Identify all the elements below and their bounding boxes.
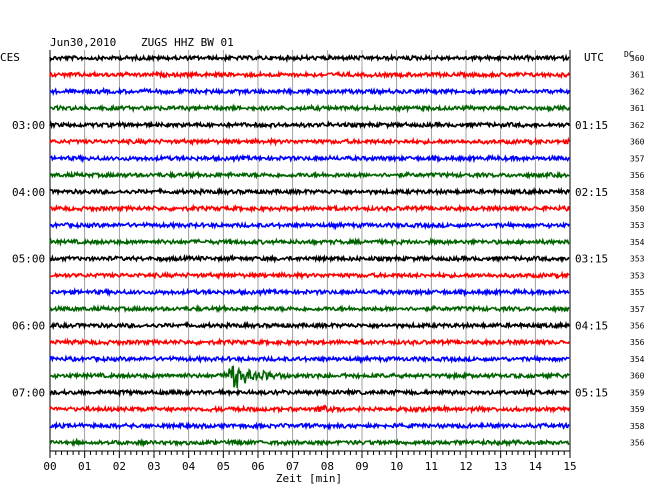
- left-time-label: 03:00: [12, 119, 45, 132]
- seismic-trace-11: [49, 237, 570, 247]
- seismic-trace-22: [49, 420, 570, 431]
- left-zone-label: CES: [0, 51, 20, 64]
- x-tick-label: 07: [286, 460, 299, 473]
- dc-value-1: 361: [630, 71, 645, 80]
- seismic-trace-19: [49, 365, 570, 389]
- right-zone-label: UTC: [584, 51, 604, 64]
- header-date: Jun30,2010: [50, 36, 116, 49]
- dc-value-2: 362: [630, 87, 645, 96]
- seismic-trace-21: [49, 403, 570, 415]
- dc-value-17: 356: [630, 338, 645, 347]
- x-tick-label: 01: [78, 460, 91, 473]
- seismic-trace-13: [49, 270, 570, 281]
- seismic-trace-18: [49, 354, 570, 365]
- trace-labels: 360 361 362 361 362 360 357 356 358 350 353 354 353 3…: [12, 54, 645, 448]
- x-tick-label: 12: [459, 460, 472, 473]
- dc-value-8: 358: [630, 188, 645, 197]
- dc-value-11: 354: [630, 238, 645, 247]
- x-tick-label: 02: [113, 460, 126, 473]
- dc-value-15: 357: [630, 305, 645, 314]
- x-tick-label: 00: [43, 460, 56, 473]
- time-grid: [49, 50, 571, 451]
- x-axis-title: Zeit [min]: [276, 472, 342, 485]
- dc-value-19: 360: [630, 372, 645, 381]
- x-tick-label: 15: [563, 460, 576, 473]
- dc-value-3: 361: [630, 104, 645, 113]
- dc-value-14: 355: [630, 288, 645, 297]
- dc-value-21: 359: [630, 405, 645, 414]
- dc-value-7: 356: [630, 171, 645, 180]
- seismic-trace-4: [49, 119, 570, 130]
- seismic-trace-17: [49, 337, 570, 348]
- dc-label: DC: [624, 50, 634, 59]
- seismic-trace-5: [49, 136, 570, 147]
- dc-value-4: 362: [630, 121, 645, 130]
- dc-value-20: 359: [630, 388, 645, 397]
- x-tick-label: 09: [355, 460, 368, 473]
- right-time-label: 05:15: [575, 386, 608, 399]
- dc-value-12: 353: [630, 255, 645, 264]
- x-tick-label: 11: [425, 460, 438, 473]
- left-time-label: 06:00: [12, 320, 45, 333]
- seismic-trace-12: [49, 253, 570, 264]
- x-tick-label: 08: [321, 460, 334, 473]
- seismic-trace-7: [49, 170, 570, 180]
- dc-value-13: 353: [630, 271, 645, 280]
- right-time-label: 03:15: [575, 253, 608, 266]
- left-time-label: 04:00: [12, 186, 45, 199]
- right-time-label: 04:15: [575, 320, 608, 333]
- x-tick-label: 13: [494, 460, 507, 473]
- x-tick-label: 03: [147, 460, 160, 473]
- dc-value-18: 354: [630, 355, 645, 364]
- dc-value-6: 357: [630, 154, 645, 163]
- seismic-trace-16: [49, 320, 570, 331]
- dc-value-23: 356: [630, 439, 645, 448]
- header-station: ZUGS HHZ BW 01: [141, 36, 234, 49]
- x-tick-label: 06: [251, 460, 264, 473]
- dc-value-5: 360: [630, 138, 645, 147]
- seismic-trace-3: [49, 103, 570, 114]
- right-time-label: 01:15: [575, 119, 608, 132]
- seismic-trace-6: [49, 153, 570, 164]
- seismic-trace-8: [49, 186, 570, 197]
- seismic-trace-1: [49, 69, 570, 80]
- seismic-traces: [49, 52, 570, 448]
- x-axis: 00 01 02 03 04 05 06 07 08 09 10 11 12 13 14 15: [43, 450, 577, 473]
- left-time-label: 07:00: [12, 386, 45, 399]
- x-tick-label: 10: [390, 460, 403, 473]
- dc-value-16: 356: [630, 322, 645, 331]
- dc-value-0: 360: [630, 54, 645, 63]
- seismic-trace-9: [49, 203, 570, 214]
- right-time-label: 02:15: [575, 186, 608, 199]
- left-time-label: 05:00: [12, 253, 45, 266]
- x-tick-label: 04: [182, 460, 196, 473]
- seismic-trace-20: [49, 387, 570, 398]
- seismic-trace-10: [49, 220, 570, 231]
- seismic-trace-0: [49, 52, 570, 64]
- x-tick-label: 14: [529, 460, 543, 473]
- dc-value-22: 358: [630, 422, 645, 431]
- dc-value-10: 353: [630, 221, 645, 230]
- dc-value-9: 350: [630, 205, 645, 214]
- x-tick-label: 05: [217, 460, 230, 473]
- seismic-trace-15: [49, 303, 570, 314]
- seismic-trace-2: [49, 86, 570, 97]
- seismic-trace-14: [49, 287, 570, 298]
- seismic-trace-23: [49, 437, 570, 448]
